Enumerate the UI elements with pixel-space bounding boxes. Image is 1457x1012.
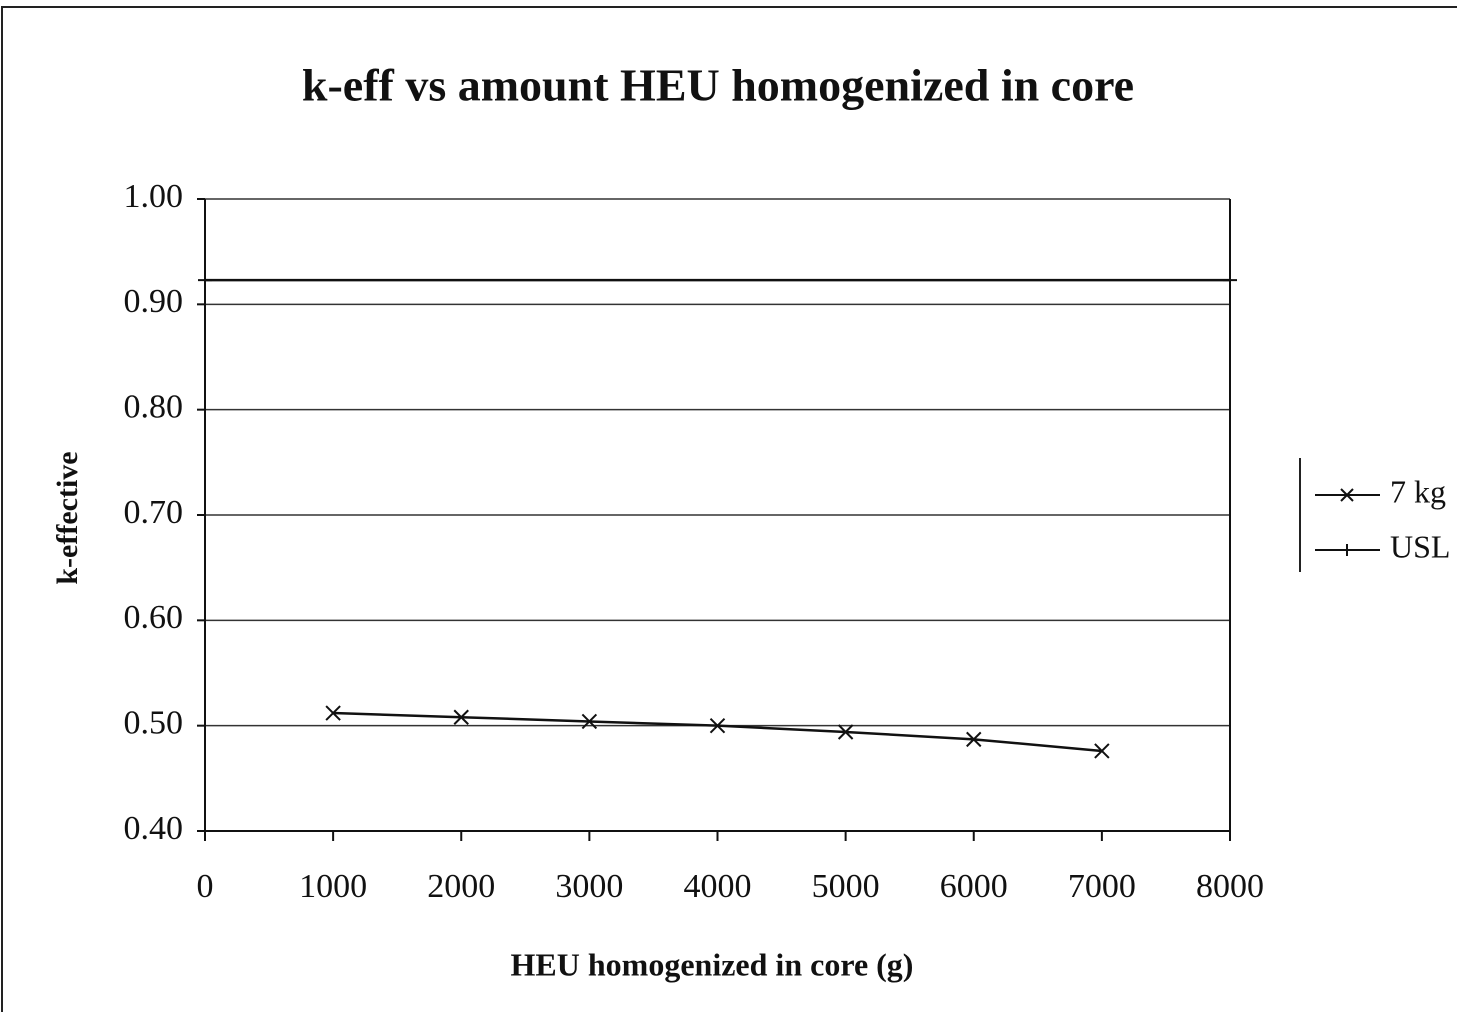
- x-axis-label: HEU homogenized in core (g): [511, 946, 914, 982]
- y-tick-label: 1.00: [124, 178, 184, 215]
- y-tick-label: 0.90: [124, 283, 184, 320]
- y-tick-label: 0.60: [124, 599, 184, 636]
- point: [581, 713, 598, 730]
- legend-label: USL: [1390, 528, 1450, 564]
- line: [333, 711, 1102, 753]
- x-tick-label: 8000: [1196, 868, 1264, 905]
- x-tick-label: 7000: [1068, 868, 1136, 905]
- point: [966, 731, 982, 748]
- point: [1223, 273, 1237, 288]
- x-tick-label: 0: [197, 868, 214, 905]
- y-axis-label: k-effective: [51, 451, 84, 584]
- y-tick-label: 0.50: [124, 704, 184, 741]
- y-tick-label: 0.70: [124, 494, 184, 531]
- frame: [1, 6, 1457, 1012]
- point: [198, 273, 212, 288]
- x-tick-label: 5000: [812, 868, 880, 905]
- point: [453, 709, 469, 725]
- x-tick-label: 6000: [940, 868, 1008, 905]
- chart-title: k-eff vs amount HEU homogenized in core: [302, 60, 1134, 111]
- legend-label: 7 kg: [1390, 473, 1446, 509]
- point: [709, 717, 726, 734]
- point: [837, 724, 854, 740]
- x-tick-label: 1000: [299, 868, 367, 905]
- x-tick-label: 2000: [427, 868, 495, 905]
- y-tick-label: 0.80: [124, 388, 184, 425]
- x-tick-label: 4000: [684, 868, 752, 905]
- point: [325, 705, 341, 721]
- legend-marker: [1341, 544, 1353, 556]
- x-tick-label: 3000: [555, 868, 623, 905]
- legend-marker: [1340, 488, 1354, 502]
- point: [1094, 743, 1110, 759]
- y-tick-label: 0.40: [124, 810, 184, 847]
